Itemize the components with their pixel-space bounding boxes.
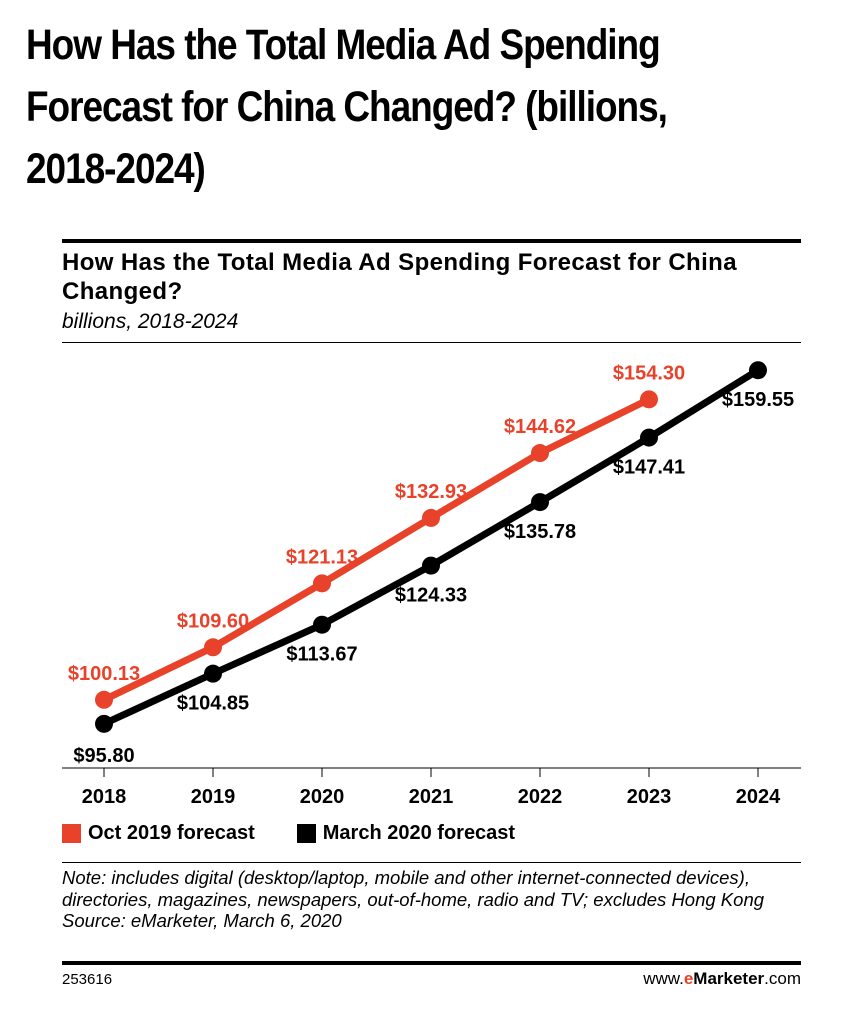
legend-item-march-2020: March 2020 forecast	[296, 821, 516, 845]
top-rule	[62, 239, 801, 243]
data-label-oct-2019-2018: $100.13	[68, 663, 140, 685]
note-divider	[62, 862, 801, 863]
data-label-oct-2019-2020: $121.13	[286, 546, 358, 568]
point-oct-2019-2022	[531, 444, 549, 463]
point-march-2020-2024	[749, 361, 767, 380]
chart-id: 253616	[62, 971, 113, 988]
point-march-2020-2021	[422, 556, 440, 575]
series-line-march-2020	[100, 366, 762, 728]
bottom-rule	[62, 961, 801, 965]
x-tick-label-2022: 2022	[518, 786, 563, 808]
footnote: Note: includes digital (desktop/laptop, …	[62, 867, 807, 932]
legend-swatch-oct-2019	[62, 823, 81, 843]
point-oct-2019-2023	[640, 390, 658, 409]
chart-subtitle: billions, 2018-2024	[62, 310, 239, 333]
x-tick-label-2021: 2021	[409, 786, 454, 808]
point-march-2020-2020	[313, 615, 331, 634]
brand-e: e	[683, 969, 694, 988]
title-divider	[62, 342, 801, 343]
x-tick-label-2018: 2018	[82, 786, 127, 808]
legend-label-march-2020: March 2020 forecast	[322, 821, 516, 844]
brand-url[interactable]: www.eMarketer.com	[643, 969, 801, 989]
source-text: Source: eMarketer, March 6, 2020	[62, 910, 342, 931]
x-tick-label-2023: 2023	[627, 786, 672, 808]
data-label-oct-2019-2022: $144.62	[504, 416, 576, 438]
data-label-march-2020-2022: $135.78	[504, 521, 576, 543]
legend-item-oct-2019: Oct 2019 forecast	[62, 822, 255, 845]
point-oct-2019-2021	[422, 508, 440, 527]
point-oct-2019-2020	[313, 574, 331, 593]
brand-suffix: .com	[764, 969, 801, 988]
point-oct-2019-2019	[204, 638, 222, 657]
point-march-2020-2019	[204, 664, 222, 683]
x-tick-label-2019: 2019	[191, 786, 236, 808]
point-march-2020-2018	[95, 714, 113, 733]
chart-title: How Has the Total Media Ad Spending Fore…	[62, 249, 737, 305]
data-label-march-2020-2023: $147.41	[613, 457, 685, 479]
x-tick-label-2020: 2020	[300, 786, 345, 808]
data-label-oct-2019-2021: $132.93	[395, 481, 467, 503]
legend-swatch-march-2020	[296, 823, 316, 843]
point-march-2020-2023	[640, 428, 658, 447]
brand-prefix: www.	[643, 969, 684, 988]
page-title: How Has the Total Media Ad Spending Fore…	[26, 21, 668, 193]
point-march-2020-2022	[531, 493, 549, 512]
brand-name: Marketer	[693, 969, 765, 988]
note-text: Note: includes digital (desktop/laptop, …	[62, 867, 765, 910]
data-label-oct-2019-2019: $109.60	[177, 610, 249, 632]
legend-label-oct-2019: Oct 2019 forecast	[88, 821, 255, 844]
series-line-oct-2019	[100, 395, 653, 704]
data-label-march-2020-2019: $104.85	[177, 693, 249, 715]
point-oct-2019-2018	[95, 690, 113, 709]
data-label-march-2020-2021: $124.33	[395, 585, 467, 607]
data-label-oct-2019-2023: $154.30	[613, 362, 685, 384]
data-label-march-2020-2024: $159.55	[722, 389, 794, 411]
legend: Oct 2019 forecast March 2020 forecast	[62, 818, 557, 848]
data-label-march-2020-2018: $95.80	[73, 745, 134, 767]
data-label-march-2020-2020: $113.67	[286, 644, 357, 666]
x-tick-label-2024: 2024	[736, 786, 781, 808]
